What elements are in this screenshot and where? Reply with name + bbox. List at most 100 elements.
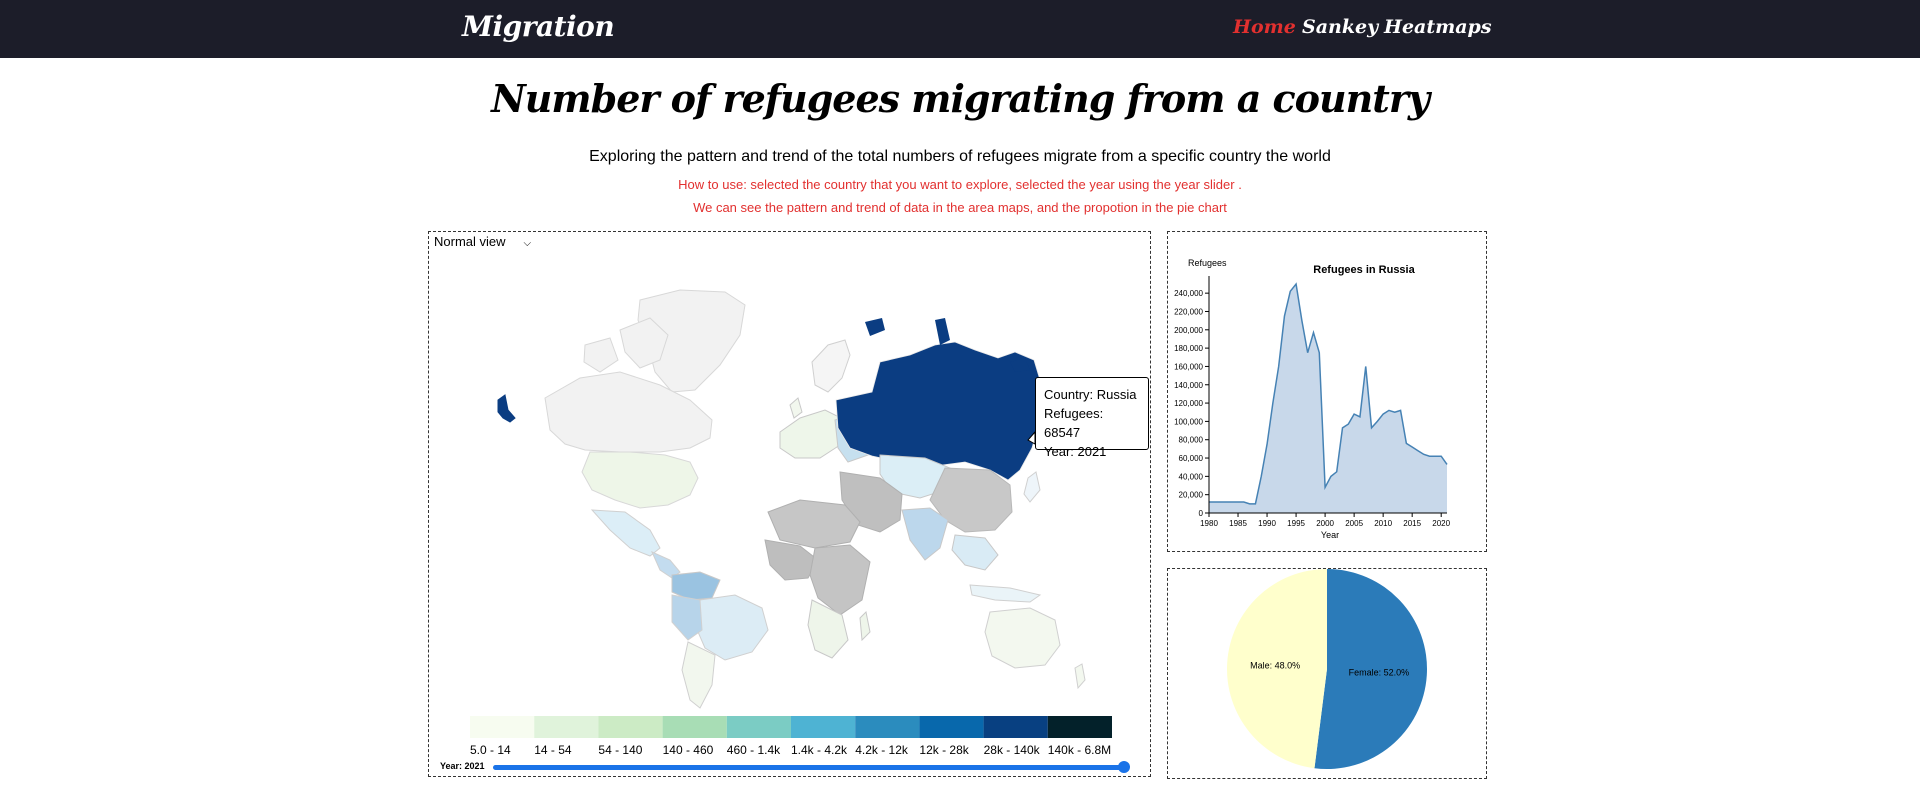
- area-chart-ylabel: Refugees: [1188, 258, 1227, 268]
- legend-label: 140 - 460: [663, 743, 714, 757]
- legend-label: 54 - 140: [598, 743, 642, 757]
- y-tick-label: 140,000: [1174, 381, 1203, 390]
- legend-label: 14 - 54: [534, 743, 572, 757]
- y-tick-label: 220,000: [1174, 307, 1203, 316]
- tooltip-refugees: Refugees: 68547: [1044, 406, 1104, 440]
- area-chart-xlabel: Year: [1321, 530, 1339, 540]
- area-chart-title: Refugees in Russia: [1313, 264, 1415, 276]
- map-country-canada[interactable]: [544, 371, 713, 453]
- year-slider-handle[interactable]: [1118, 761, 1130, 773]
- chevron-down-icon: ⌵: [523, 238, 532, 249]
- map-region-western-europe[interactable]: [779, 409, 846, 459]
- legend-swatch: [598, 716, 663, 738]
- legend-label: 1.4k - 4.2k: [791, 743, 848, 757]
- x-tick-label: 1980: [1200, 519, 1218, 528]
- nav-sankey[interactable]: Sankey: [1302, 16, 1379, 38]
- map-country-uk: [789, 397, 803, 419]
- map-region-southeast-asia[interactable]: [951, 534, 999, 571]
- y-tick-label: 120,000: [1174, 399, 1203, 408]
- legend-label: 140k - 6.8M: [1048, 743, 1111, 757]
- howto-line-2: We can see the pattern and trend of data…: [693, 200, 1227, 215]
- map-region-arctic-russia: [1010, 358, 1030, 372]
- page-title: Number of refugees migrating from a coun…: [491, 76, 1430, 121]
- map-region-central-east-africa[interactable]: [809, 544, 871, 616]
- map-region-north-africa[interactable]: [767, 499, 861, 549]
- year-slider-track[interactable]: [493, 765, 1125, 770]
- map-region-china-mongolia[interactable]: [929, 467, 1013, 533]
- x-tick-label: 2000: [1316, 519, 1334, 528]
- legend-swatch: [662, 716, 727, 738]
- map-region-southern-africa[interactable]: [807, 599, 849, 659]
- y-tick-label: 20,000: [1179, 491, 1204, 500]
- legend-swatch: [983, 716, 1048, 738]
- map-region-indonesia: [969, 584, 1042, 603]
- y-tick-label: 240,000: [1174, 289, 1203, 298]
- page-subtitle: Exploring the pattern and trend of the t…: [589, 148, 1331, 165]
- map-country-australia[interactable]: [984, 607, 1061, 669]
- map-region-arctic-islands-2: [583, 337, 619, 373]
- map-panel: [428, 231, 1151, 777]
- legend-swatch: [1047, 716, 1112, 738]
- view-select[interactable]: Normal view ⌵: [434, 234, 531, 249]
- brand-logo[interactable]: Migration: [462, 10, 615, 43]
- legend-swatch: [855, 716, 920, 738]
- map-country-madagascar: [859, 610, 871, 642]
- x-tick-label: 2020: [1432, 519, 1450, 528]
- map-region-scandinavia[interactable]: [811, 339, 851, 393]
- map-country-russia[interactable]: [835, 341, 1041, 481]
- x-tick-label: 1995: [1287, 519, 1305, 528]
- gender-pie-chart: Female: 52.0% Male: 48.0%: [1226, 569, 1427, 769]
- map-country-japan: [1023, 471, 1041, 503]
- y-tick-label: 160,000: [1174, 362, 1203, 371]
- map-country-usa[interactable]: [581, 451, 699, 509]
- year-slider-label: Year: 2021: [440, 761, 485, 771]
- pie-slice-male[interactable]: [1226, 569, 1327, 769]
- legend-swatch: [919, 716, 984, 738]
- nav-home[interactable]: Home: [1233, 16, 1296, 38]
- pie-label-female: Female: 52.0%: [1349, 667, 1410, 677]
- refugees-area-chart: Refugees in Russia Refugees Year 0 20,000 40,…: [1174, 258, 1451, 540]
- map-region-severnaya-zemlya: [935, 318, 950, 345]
- howto-line-1: How to use: selected the country that yo…: [678, 177, 1242, 192]
- legend-swatch: [791, 716, 856, 738]
- pie-slice-female[interactable]: [1314, 569, 1427, 769]
- area-fill: [1209, 284, 1447, 513]
- x-tick-label: 2010: [1374, 519, 1392, 528]
- map-country-new-zealand: [1074, 663, 1086, 690]
- y-tick-label: 0: [1199, 509, 1204, 518]
- map-region-arctic-islands: [619, 317, 669, 369]
- navbar: Migration Home Sankey Heatmaps: [0, 0, 1920, 58]
- y-tick-label: 100,000: [1174, 417, 1203, 426]
- x-tick-label: 1985: [1229, 519, 1247, 528]
- x-tick-label: 2005: [1345, 519, 1363, 528]
- area-line: [1209, 282, 1448, 505]
- map-country-india[interactable]: [901, 507, 949, 561]
- legend-swatch: [470, 716, 535, 738]
- map-region-novaya-zemlya: [865, 318, 885, 336]
- x-tick-label: 2015: [1403, 519, 1421, 528]
- view-select-value: Normal view: [434, 234, 506, 249]
- tooltip-year: Year: 2021: [1044, 444, 1107, 459]
- legend-swatch: [726, 716, 791, 738]
- legend-label: 12k - 28k: [919, 743, 969, 757]
- tooltip-country: Country: Russia: [1044, 387, 1137, 402]
- legend-label: 460 - 1.4k: [727, 743, 781, 757]
- map-region-peru-bolivia[interactable]: [671, 594, 703, 641]
- map-country-mexico[interactable]: [590, 509, 661, 557]
- y-tick-label: 40,000: [1179, 472, 1204, 481]
- map-legend: 5.0 - 14 14 - 54 54 - 140 140 - 460 460 - 1.…: [470, 716, 1112, 757]
- map-tooltip: Country: Russia Refugees: 68547 Year: 20…: [1035, 377, 1149, 459]
- y-tick-label: 200,000: [1174, 326, 1203, 335]
- map-region-southern-cone[interactable]: [681, 641, 716, 709]
- pie-label-male: Male: 48.0%: [1250, 661, 1300, 671]
- legend-label: 4.2k - 12k: [855, 743, 909, 757]
- map-region-alaska[interactable]: [497, 394, 516, 423]
- y-tick-label: 80,000: [1179, 436, 1204, 445]
- y-tick-label: 60,000: [1179, 454, 1204, 463]
- pie-chart-panel: [1167, 568, 1487, 779]
- legend-label: 5.0 - 14: [470, 743, 511, 757]
- x-tick-label: 1990: [1258, 519, 1276, 528]
- map-region-west-africa[interactable]: [764, 539, 819, 581]
- nav-heatmaps[interactable]: Heatmaps: [1384, 16, 1492, 38]
